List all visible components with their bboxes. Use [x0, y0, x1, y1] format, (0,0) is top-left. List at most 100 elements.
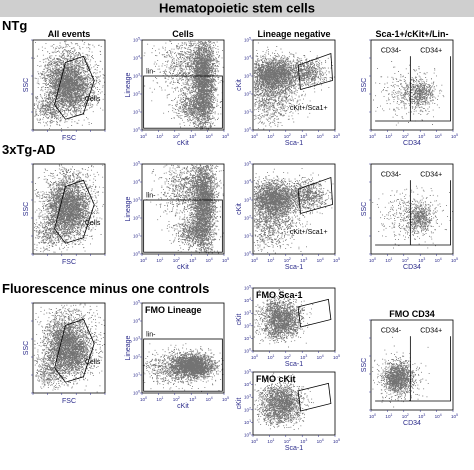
y-tick-label: 104 [133, 179, 140, 185]
x-tick-label: 105 [333, 354, 340, 360]
y-tick-label: 103 [244, 394, 251, 400]
panel-title: FMO cKit [256, 374, 296, 384]
y-tick-label: 102 [244, 91, 251, 97]
x-tick-label: 103 [300, 133, 307, 139]
events-3xtg-cells [146, 164, 224, 254]
panel-fmo-all-events: FSC SSC Cells [23, 302, 106, 405]
y-axis-label: SSC [23, 202, 30, 216]
cd34-gate [375, 56, 451, 122]
gates-fmo-ckit [297, 382, 332, 412]
x-tick-label: 100 [140, 257, 147, 263]
panel-fmo-sca1: 100 101 102 103 104 105 100 101 102 103 104 105 Sca-… [236, 285, 340, 369]
ticks-3xtg-lsk: 100 101 102 103 104 105 [369, 163, 458, 263]
y-tick-label: 102 [133, 354, 140, 360]
y-tick-label: 101 [244, 335, 251, 341]
event-dots [33, 40, 106, 130]
y-tick-label: 105 [244, 369, 251, 375]
ticks-ntg-cells: 100 101 102 103 104 105 100 101 102 103 104 105 [133, 37, 229, 140]
x-tick-label: 100 [369, 133, 376, 139]
y-tick-label: 100 [133, 251, 140, 257]
y-tick-label: 102 [244, 406, 251, 412]
ticks-fmo-sca1: 100 101 102 103 104 105 100 101 102 103 104 105 [244, 285, 340, 361]
y-tick-label: 101 [133, 233, 140, 239]
x-tick-label: 104 [435, 257, 442, 263]
y-tick-label: 103 [244, 197, 251, 203]
x-tick-label: 103 [418, 413, 425, 419]
panel-ntg-lsk: 100 101 102 103 104 105 CD34 SSC Sca-1+/cKit+/Li… [361, 29, 458, 147]
y-tick-label: 104 [244, 381, 251, 387]
gate-label-lin-neg: lin- [146, 192, 156, 199]
x-tick-label: 104 [435, 133, 442, 139]
y-tick-label: 100 [244, 348, 251, 354]
gate-label-cd34-neg: CD34- [381, 48, 402, 55]
plot-frame [252, 371, 336, 436]
gate-label-lin-neg: lin- [146, 331, 156, 338]
x-tick-label: 105 [451, 413, 458, 419]
event-dots [146, 164, 224, 254]
y-tick-label: 105 [244, 285, 251, 291]
gates-fmo-lineage: lin- [143, 331, 223, 392]
x-tick-label: 102 [402, 133, 409, 139]
x-tick-label: 101 [156, 133, 163, 139]
y-tick-label: 105 [133, 37, 140, 43]
gate-label-lsk: cKit+/Sca1+ [290, 105, 328, 112]
x-tick-label: 105 [222, 396, 229, 402]
ticks-fmo-lineage: 100 101 102 103 104 105 100 101 102 103 104 105 [133, 300, 229, 403]
gates-3xtg-all-events: Cells [54, 179, 101, 244]
gates-3xtg-lineage-negative: cKit+/Sca1+ [290, 176, 333, 236]
x-tick-label: 105 [451, 257, 458, 263]
x-tick-label: 103 [300, 257, 307, 263]
plot-frame [370, 39, 454, 131]
y-tick-label: 100 [244, 127, 251, 133]
panel-3xtg-cells: 100 101 102 103 104 105 100 101 102 103 104 105 cKit… [125, 161, 229, 272]
gate-label-cd34-neg: CD34- [381, 328, 402, 335]
event-dots [254, 372, 314, 430]
x-axis-label: CD34 [403, 420, 421, 427]
event-dots [372, 336, 430, 408]
events-3xtg-lsk [372, 185, 453, 249]
x-tick-label: 104 [435, 413, 442, 419]
gate-label-cells: Cells [85, 220, 101, 227]
cd34-gate [375, 336, 451, 402]
x-tick-label: 104 [317, 438, 324, 444]
x-tick-label: 105 [451, 133, 458, 139]
lsk-gate [297, 176, 333, 215]
panel-3xtg-lsk: 100 101 102 103 104 105 CD34 SSC CD34- CD34+ [361, 163, 458, 271]
y-tick-label: 104 [244, 55, 251, 61]
plot-frame [252, 287, 336, 352]
panel-title: FMO CD34 [389, 309, 435, 319]
y-axis-label: Lineage [125, 72, 132, 97]
row-label-ntg: NTg [2, 18, 27, 33]
y-tick-label: 101 [244, 233, 251, 239]
event-dots [372, 185, 453, 249]
gates-3xtg-lsk: CD34- CD34+ [375, 172, 451, 246]
events-ntg-lsk [373, 61, 445, 126]
events-ntg-lineage-negative [253, 42, 335, 130]
x-axis-label: cKit [177, 264, 189, 271]
event-dots [142, 343, 224, 392]
x-tick-label: 101 [267, 257, 274, 263]
panel-title: All events [48, 29, 91, 39]
gates-ntg-lineage-negative: cKit+/Sca1+ [290, 52, 333, 112]
event-dots [34, 164, 104, 253]
lsk-gate [297, 298, 332, 328]
plot-frame [141, 39, 225, 131]
y-tick-label: 105 [244, 37, 251, 43]
ticks-3xtg-cells: 100 101 102 103 104 105 100 101 102 103 104 105 [133, 161, 229, 264]
x-axis-label: CD34 [403, 264, 421, 271]
x-tick-label: 101 [156, 396, 163, 402]
cells-gate [54, 318, 95, 383]
y-tick-label: 102 [244, 322, 251, 328]
panel-title: Sca-1+/cKit+/Lin- [375, 29, 448, 39]
panel-title: Cells [172, 29, 194, 39]
panel-title: FMO Sca-1 [256, 290, 303, 300]
y-axis-label: cKit [236, 314, 243, 326]
events-fmo-all-events [33, 303, 105, 393]
x-tick-label: 101 [267, 438, 274, 444]
y-tick-label: 105 [133, 300, 140, 306]
panel-3xtg-lineage-negative: 100 101 102 103 104 105 100 101 102 103 104 105 Sca-… [236, 161, 340, 272]
x-tick-label: 100 [251, 257, 258, 263]
x-axis-label: FSC [62, 135, 76, 142]
